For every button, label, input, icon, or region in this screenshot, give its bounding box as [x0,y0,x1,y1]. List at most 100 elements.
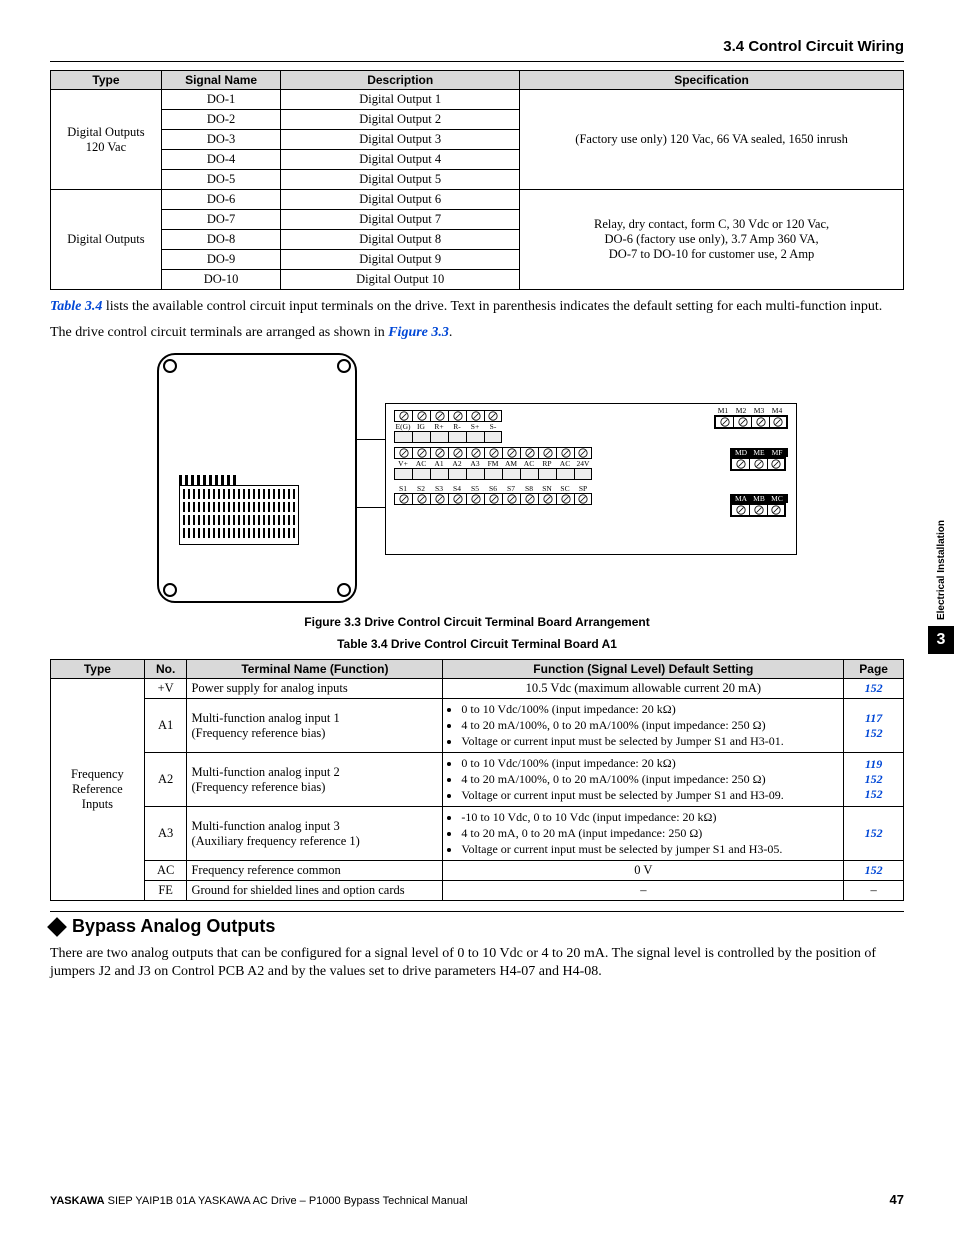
func-cell: 0 to 10 Vdc/100% (input impedance: 20 kΩ… [443,753,844,807]
footer-brand: YASKAWA [50,1195,105,1207]
terminal-slot [484,410,502,422]
terminal-slot [466,447,484,459]
terminal-label: MF [768,448,786,457]
signal-cell: DO-6 [161,190,280,210]
terminal-slot [731,458,749,470]
terminal-slot [448,431,466,443]
screw-terminal-icon [453,448,463,458]
terminal-slot [448,447,466,459]
page-ref[interactable]: 152 [865,681,883,695]
screw-terminal-icon [489,448,499,458]
terminal-label: AC [520,459,538,468]
screw-terminal-icon [561,448,571,458]
terminal-label: M3 [750,406,768,415]
terminal-slot [502,493,520,505]
table-row: FEGround for shielded lines and option c… [51,881,904,901]
diamond-icon [47,917,67,937]
mount-hole-icon [337,583,351,597]
terminal-label: S6 [484,484,502,493]
screw-terminal-icon [754,505,764,515]
screw-terminal-icon [738,417,748,427]
func-cell: -10 to 10 Vdc, 0 to 10 Vdc (input impeda… [443,807,844,861]
desc-cell: Digital Output 1 [281,90,520,110]
page-ref[interactable]: 117 [865,711,882,725]
terminal-slot [556,493,574,505]
page-cell: 119152152 [844,753,904,807]
page-ref[interactable]: 152 [865,863,883,877]
terminal-label: AC [412,459,430,468]
desc-cell: Digital Output 5 [281,170,520,190]
p2-post: . [449,325,453,340]
terminal-label: MA [732,494,750,503]
table-ref[interactable]: Table 3.4 [50,299,102,314]
p1-text: lists the available control circuit inpu… [102,299,882,314]
signal-cell: DO-8 [161,230,280,250]
terminal-slot [412,410,430,422]
table-row: A2Multi-function analog input 2 (Frequen… [51,753,904,807]
screw-terminal-icon [720,417,730,427]
terminal-slot [484,447,502,459]
page-ref[interactable]: 152 [865,772,883,786]
screw-terminal-icon [561,494,571,504]
terminal-slot [520,493,538,505]
terminal-label: S7 [502,484,520,493]
header-rule [50,61,904,62]
terminal-slot [749,458,767,470]
terminal-slot [538,493,556,505]
screw-terminal-icon [488,411,498,421]
bypass-heading: Bypass Analog Outputs [50,916,904,937]
signal-cell: DO-7 [161,210,280,230]
paragraph-2: The drive control circuit terminals are … [50,324,904,342]
screw-terminal-icon [773,417,783,427]
name-cell: Multi-function analog input 2 (Frequency… [187,753,443,807]
desc-cell: Digital Output 6 [281,190,520,210]
table34-caption: Table 3.4 Drive Control Circuit Terminal… [50,637,904,651]
terminal-slot [556,447,574,459]
terminal-slot [484,431,502,443]
func-cell: 10.5 Vdc (maximum allowable current 20 m… [443,679,844,699]
terminal-slot [430,447,448,459]
terminal-label: R- [448,422,466,431]
page-cell: – [844,881,904,901]
table-header-row: Type No. Terminal Name (Function) Functi… [51,660,904,679]
signal-cell: DO-1 [161,90,280,110]
screw-terminal-icon [417,411,427,421]
name-cell: Power supply for analog inputs [187,679,443,699]
page-ref: – [871,883,877,897]
desc-cell: Digital Output 10 [281,270,520,290]
th-signal: Signal Name [161,71,280,90]
name-cell: Ground for shielded lines and option car… [187,881,443,901]
terminal-slot [733,416,751,428]
signal-cell: DO-10 [161,270,280,290]
page-cell: 152 [844,679,904,699]
screw-terminal-icon [507,448,517,458]
screw-terminal-icon [489,494,499,504]
page-ref[interactable]: 152 [865,787,883,801]
spec-cell: Relay, dry contact, form C, 30 Vdc or 12… [520,190,904,290]
func-item: 0 to 10 Vdc/100% (input impedance: 20 kΩ… [461,756,839,771]
func-item: 4 to 20 mA/100%, 0 to 20 mA/100% (input … [461,718,839,733]
table-row: Digital Outputs 120 VacDO-1Digital Outpu… [51,90,904,110]
terminal-label: M4 [768,406,786,415]
table-row: A1Multi-function analog input 1 (Frequen… [51,699,904,753]
page-ref[interactable]: 152 [865,826,883,840]
terminal-label: M1 [714,406,732,415]
screw-terminal-icon [756,417,766,427]
terminal-label: S1 [394,484,412,493]
screw-terminal-icon [578,494,588,504]
screw-terminal-icon [435,411,445,421]
terminal-label: AC [556,459,574,468]
table-row: ACFrequency reference common0 V152 [51,861,904,881]
page-ref[interactable]: 119 [865,757,882,771]
mount-hole-icon [163,583,177,597]
no-cell: A1 [144,699,187,753]
figure-ref[interactable]: Figure 3.3 [388,325,449,340]
pcb-outline [157,353,357,603]
page-ref[interactable]: 152 [865,726,883,740]
terminal-row-3: S1S2S3S4S5S6S7S8SNSCSP [394,484,788,505]
screw-terminal-icon [543,448,553,458]
th-func: Function (Signal Level) Default Setting [443,660,844,679]
terminal-label: RP [538,459,556,468]
screw-terminal-icon [417,494,427,504]
terminal-slot [394,493,412,505]
